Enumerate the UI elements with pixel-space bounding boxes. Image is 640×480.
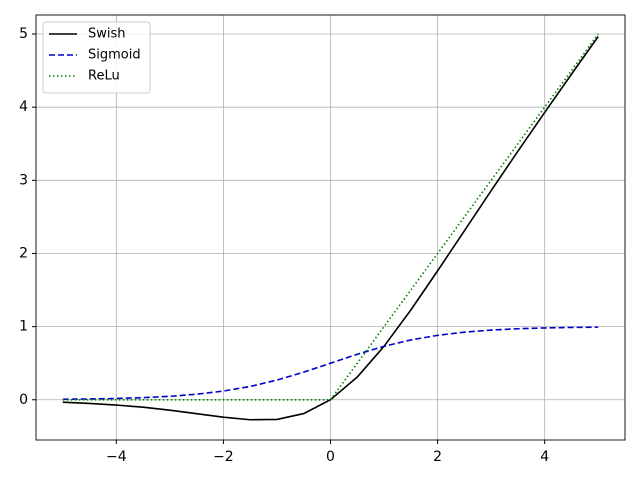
legend-label: Sigmoid bbox=[88, 48, 141, 63]
series-line bbox=[62, 36, 599, 421]
legend-label: Swish bbox=[88, 27, 126, 42]
legend-label: ReLu bbox=[88, 69, 120, 84]
y-tick-label: 2 bbox=[19, 245, 28, 261]
y-tick-label: 5 bbox=[19, 26, 28, 42]
y-tick-label: 4 bbox=[19, 99, 28, 115]
series-line bbox=[62, 33, 599, 401]
y-tick-label: 1 bbox=[19, 319, 28, 335]
x-tick-label: −2 bbox=[213, 449, 234, 465]
series-line bbox=[62, 326, 599, 401]
plot-frame bbox=[35, 14, 626, 441]
x-tick-label: −4 bbox=[106, 449, 127, 465]
x-tick-label: 0 bbox=[326, 449, 335, 465]
y-tick-label: 3 bbox=[19, 172, 28, 188]
y-tick-label: 0 bbox=[19, 392, 28, 408]
x-tick-label: 2 bbox=[433, 449, 442, 465]
x-tick-label: 4 bbox=[540, 449, 549, 465]
